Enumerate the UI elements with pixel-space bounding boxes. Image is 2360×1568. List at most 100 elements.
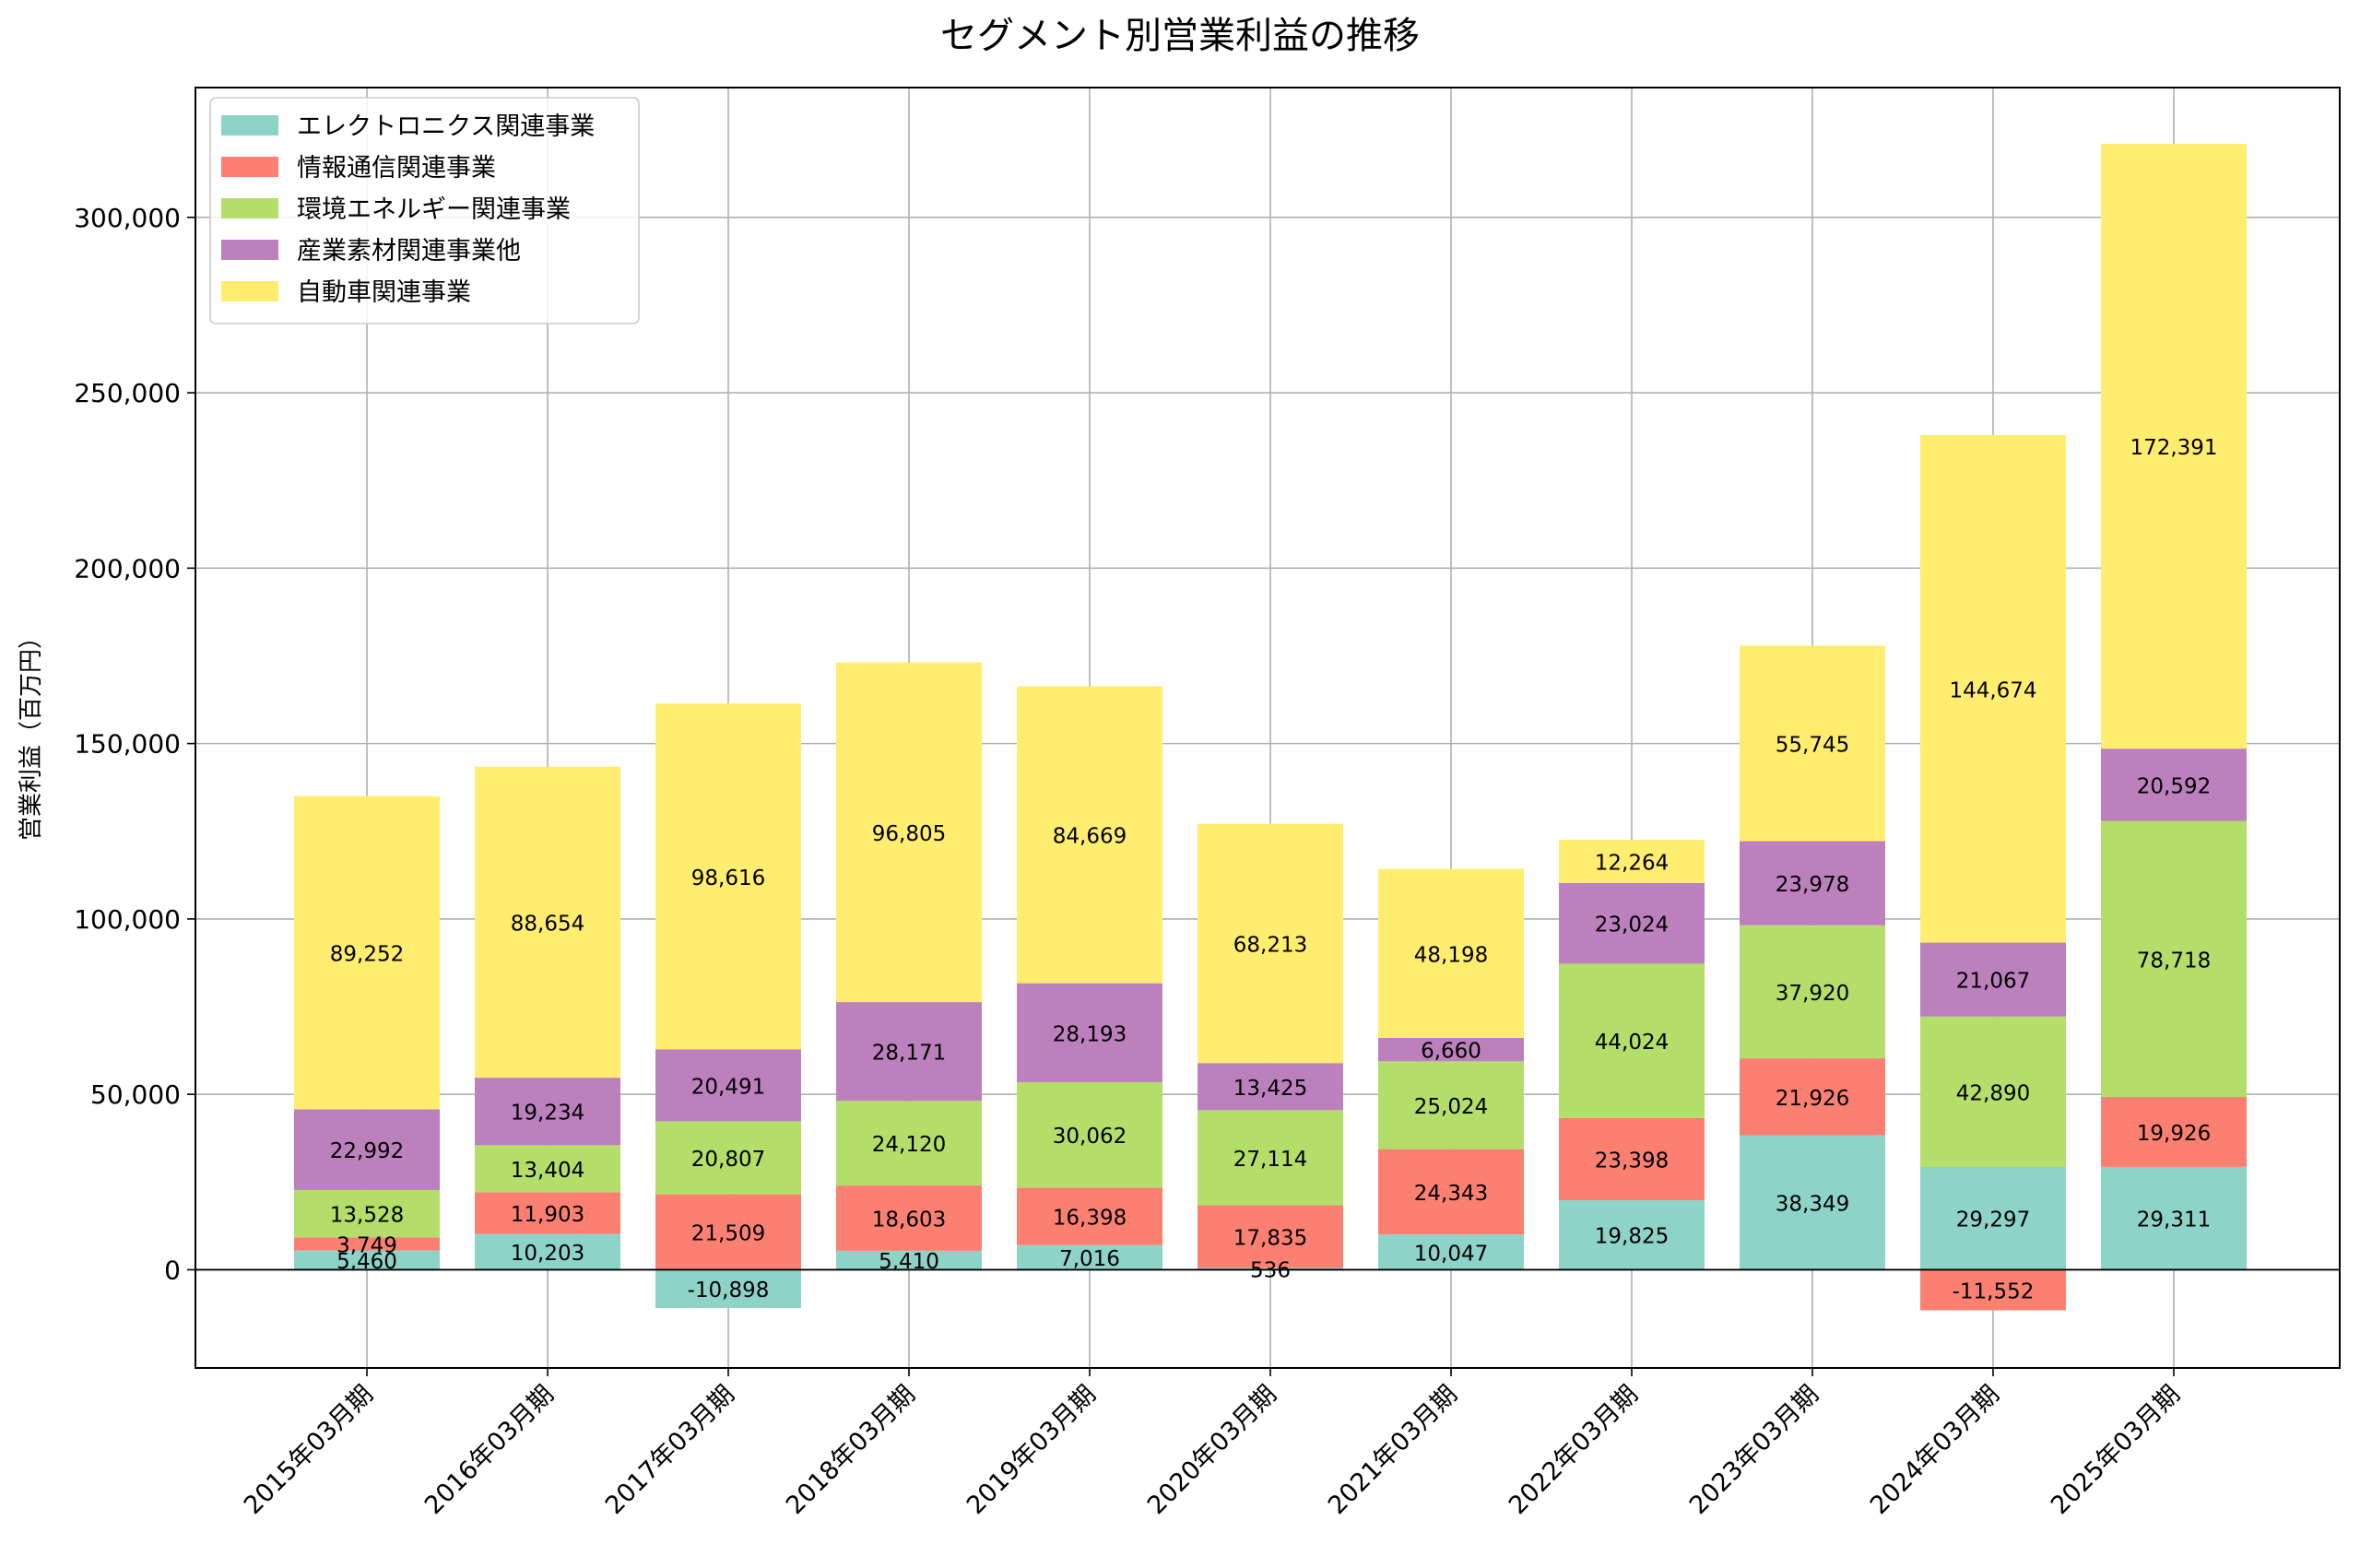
legend-label: 産業素材関連事業他: [297, 237, 521, 265]
bar-value-label: 20,592: [2137, 774, 2211, 798]
bar-value-label: 11,903: [511, 1203, 584, 1227]
bar-value-label: 23,024: [1595, 914, 1669, 937]
bar-segment: [1559, 1117, 1705, 1201]
x-tick-label: 2025年03月期: [2046, 1380, 2186, 1520]
bar-value-label: 20,491: [691, 1075, 765, 1099]
bar-value-label: 84,669: [1053, 825, 1127, 849]
bar-segment: [1378, 1038, 1524, 1062]
bar-value-label: 24,120: [872, 1133, 946, 1157]
legend-swatch: [221, 198, 278, 218]
bar-segment: [2101, 749, 2247, 821]
x-tick-label: 2017年03月期: [600, 1380, 740, 1520]
bar-segment: [1198, 1110, 1343, 1206]
bar-value-label: 27,114: [1233, 1148, 1307, 1172]
bar-segment: [1017, 1244, 1162, 1270]
bar-segment: [836, 1101, 982, 1186]
bar-value-label: 20,807: [691, 1148, 765, 1172]
bar-segment: [836, 1250, 982, 1270]
bar-value-label: 6,660: [1421, 1040, 1481, 1064]
bar-value-label: 13,404: [511, 1159, 584, 1183]
y-tick-label: 300,000: [74, 203, 181, 233]
chart-title: セグメント別営業利益の推移: [940, 15, 1420, 57]
bar-segment: [836, 662, 982, 1003]
bar-value-label: 18,603: [872, 1208, 946, 1232]
bar-segment: [655, 1121, 801, 1195]
bars-layer: [294, 144, 2247, 1311]
bar-segment: [1378, 868, 1524, 1039]
bar-segment: [1198, 823, 1343, 1064]
legend-swatch: [221, 157, 278, 177]
bar-value-label: 5,460: [336, 1250, 397, 1274]
bar-value-label: 98,616: [691, 867, 765, 890]
bar-segment: [1017, 1081, 1162, 1188]
bar-value-label: 68,213: [1233, 933, 1307, 957]
bar-value-label: 21,509: [691, 1222, 765, 1246]
bar-segment: [1740, 1135, 1885, 1270]
legend-swatch: [221, 281, 278, 301]
x-tick-label: 2024年03月期: [1865, 1380, 2005, 1520]
bar-segment: [1378, 1234, 1524, 1270]
legend: エレクトロニクス関連事業情報通信関連事業環境エネルギー関連事業産業素材関連事業他…: [209, 97, 640, 324]
bar-value-label: 89,252: [330, 943, 404, 967]
bar-segment: [655, 703, 801, 1050]
bar-segment: [294, 1109, 440, 1190]
bar-segment: [836, 1002, 982, 1102]
bar-value-label: 23,978: [1776, 873, 1849, 897]
y-tick-label: 200,000: [74, 553, 181, 584]
bar-value-label: 7,016: [1059, 1247, 1120, 1271]
bar-value-label: 10,203: [511, 1242, 584, 1266]
bar-value-label: 28,171: [872, 1042, 946, 1066]
bar-segment: [655, 1194, 801, 1270]
bar-value-label: 19,825: [1595, 1225, 1669, 1249]
bar-segment: [1920, 942, 2066, 1017]
y-tick-label: 50,000: [90, 1079, 181, 1110]
bar-value-label: 44,024: [1595, 1031, 1669, 1055]
y-axis-label: 営業利益（百万円）: [18, 625, 45, 841]
bar-value-label: 29,311: [2137, 1208, 2211, 1232]
bar-segment: [1017, 1187, 1162, 1245]
bar-value-label: -10,898: [688, 1279, 770, 1303]
bar-value-label: 37,920: [1776, 982, 1849, 1006]
bar-value-label: 5,410: [879, 1250, 939, 1274]
bar-segment: [1559, 882, 1705, 964]
x-tick-label: 2023年03月期: [1684, 1380, 1824, 1520]
bar-value-label: 29,297: [1956, 1208, 2030, 1232]
bar-value-label: 78,718: [2137, 949, 2211, 973]
bar-segment: [1198, 1205, 1343, 1268]
bar-value-label: -11,552: [1953, 1279, 2035, 1303]
bar-value-label: 23,398: [1595, 1149, 1669, 1173]
x-tick-label: 2021年03月期: [1323, 1380, 1463, 1520]
bar-segment: [836, 1185, 982, 1251]
bar-segment: [1740, 1058, 1885, 1136]
bar-segment: [294, 1237, 440, 1251]
bar-value-label: 21,926: [1776, 1087, 1849, 1111]
bar-value-label: 13,425: [1233, 1077, 1307, 1101]
legend-box: [209, 97, 640, 324]
bar-value-label: 38,349: [1776, 1192, 1849, 1216]
bar-value-label: 21,067: [1956, 970, 2030, 994]
bar-segment: [1198, 1267, 1343, 1270]
bar-segment: [1559, 963, 1705, 1118]
bar-segment: [294, 1189, 440, 1238]
legend-swatch: [221, 115, 278, 136]
y-tick-label: 100,000: [74, 904, 181, 935]
bar-segment: [475, 1078, 620, 1146]
bar-segment: [475, 1233, 620, 1270]
bar-segment: [1920, 1016, 2066, 1167]
x-tick-label: 2020年03月期: [1142, 1380, 1282, 1520]
bar-value-label: 55,745: [1776, 733, 1849, 757]
bar-segment: [2101, 1166, 2247, 1270]
x-tick-label: 2018年03月期: [781, 1380, 921, 1520]
bar-value-label: 25,024: [1414, 1095, 1488, 1119]
bar-segment: [475, 1192, 620, 1234]
bar-segment: [1740, 925, 1885, 1059]
bar-value-label: 16,398: [1053, 1207, 1127, 1231]
bar-segment: [1740, 645, 1885, 842]
bar-value-label: 12,264: [1595, 851, 1669, 875]
x-tick-label: 2022年03月期: [1504, 1380, 1644, 1520]
legend-label: 自動車関連事業: [297, 278, 471, 307]
plot-frame: [195, 87, 2341, 1369]
bar-value-label: 13,528: [330, 1204, 404, 1228]
